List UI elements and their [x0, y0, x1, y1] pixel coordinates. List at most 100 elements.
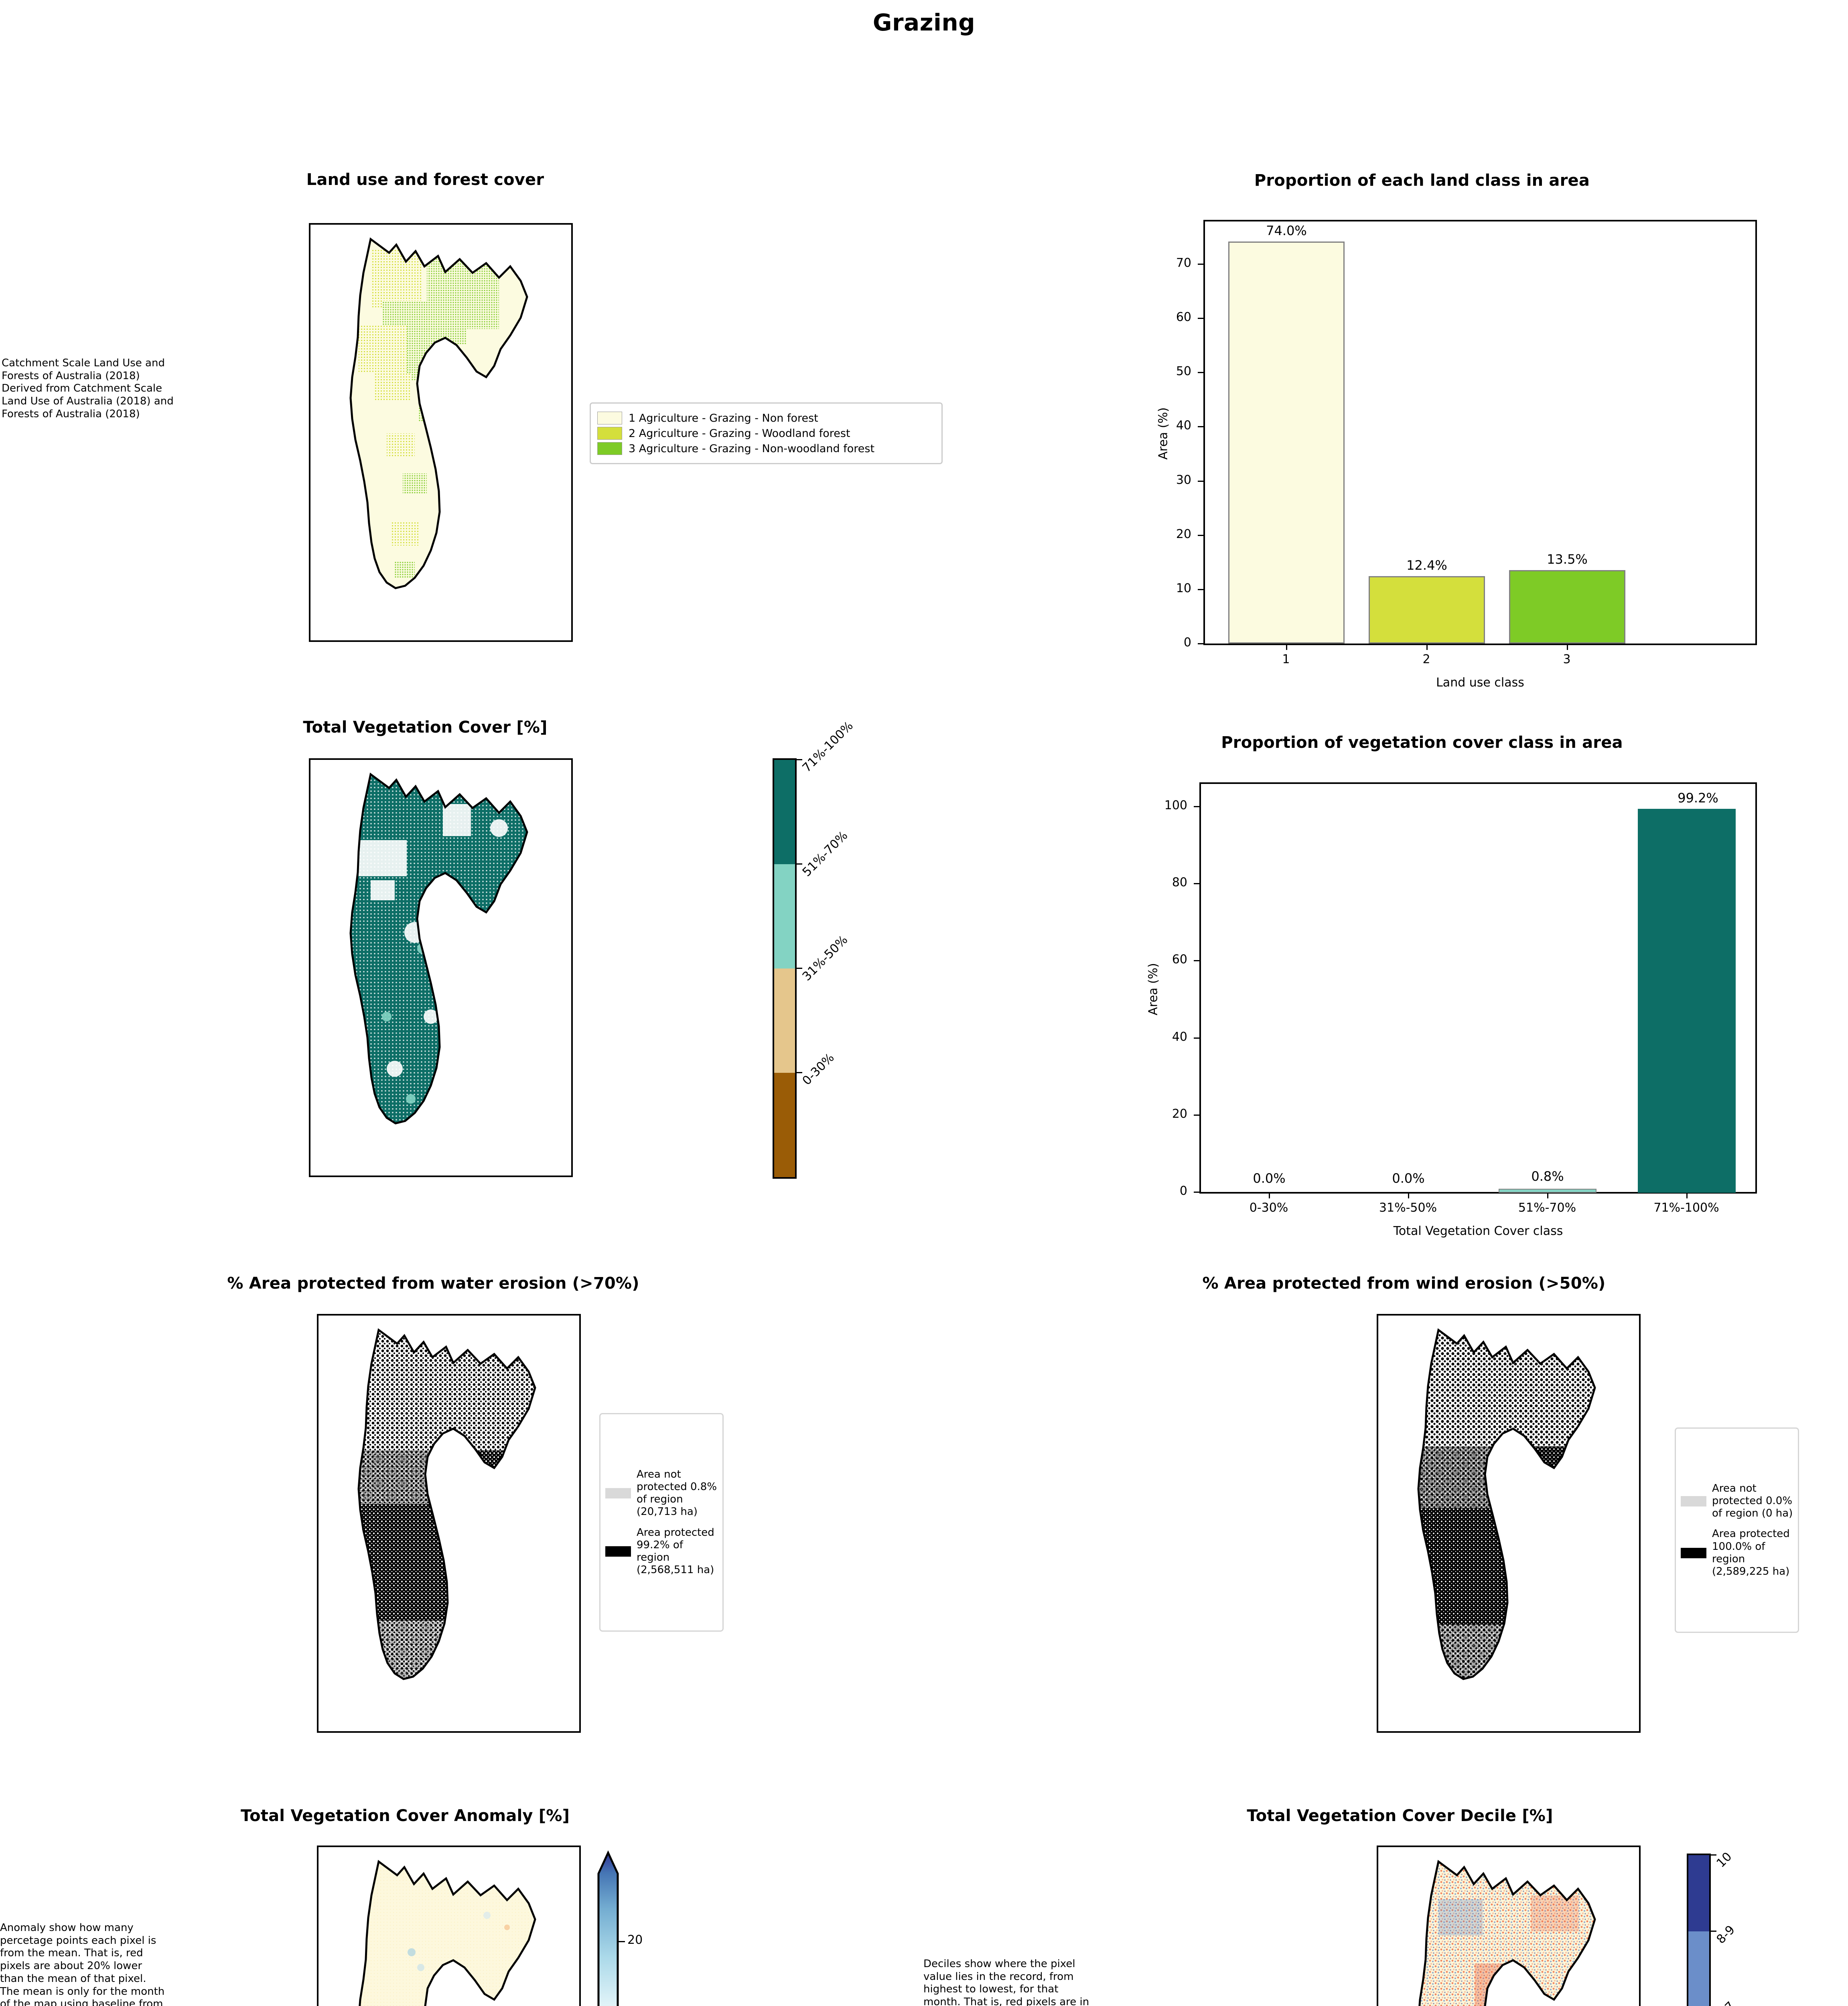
legend-swatch-not-protected	[1681, 1496, 1706, 1507]
legend-item: Area not protected 0.0% of region (0 ha)	[1681, 1482, 1793, 1520]
veg-cover-map-title: Total Vegetation Cover [%]	[303, 718, 548, 737]
y-tick-mark	[1198, 426, 1203, 427]
y-axis-spine	[1199, 782, 1201, 1194]
plot-top-spine	[1199, 782, 1757, 784]
legend-swatch-protected	[605, 1546, 631, 1557]
y-tick-mark	[1194, 1115, 1199, 1116]
land-class-bar-chart: 0 10 20 30 40 50 60 70 74.0% 12.4% 13.5%…	[1156, 220, 1757, 690]
colorbar-segment-10	[1688, 1855, 1709, 1931]
y-tick-label: 30	[1176, 473, 1191, 487]
colorbar-tick	[1709, 1854, 1716, 1856]
x-axis-label: Total Vegetation Cover class	[1393, 1224, 1563, 1238]
colorbar-tick	[795, 1072, 802, 1073]
decile-map-svg	[1418, 1860, 1596, 2006]
land-class-chart-title: Proportion of each land class in area	[1254, 171, 1590, 190]
x-tick-label: 2	[1422, 652, 1430, 666]
decile-map	[1377, 1846, 1641, 2006]
x-tick-mark	[1286, 644, 1287, 650]
legend-label-protected: Area protected 100.0% of region (2,589,2…	[1712, 1528, 1790, 1578]
bar-land-class-2	[1369, 576, 1485, 644]
x-tick-mark	[1686, 1193, 1688, 1198]
decile-colorbar	[1687, 1854, 1711, 2006]
anomaly-colorbar-svg	[597, 1850, 619, 2006]
legend-swatch-class-1	[597, 412, 622, 424]
y-tick-label: 20	[1172, 1107, 1187, 1121]
land-use-map	[309, 223, 573, 642]
x-axis-spine	[1199, 1192, 1757, 1194]
legend-label-protected: Area protected 99.2% of region (2,568,51…	[637, 1526, 714, 1576]
colorbar-segment-0-30	[774, 1073, 795, 1177]
y-tick-label: 50	[1176, 364, 1191, 378]
x-tick-mark	[1269, 1193, 1270, 1198]
x-tick-mark	[1408, 1193, 1409, 1198]
legend-label-class-1: 1 Agriculture - Grazing - Non forest	[629, 412, 818, 424]
y-axis-label: Area (%)	[1146, 963, 1160, 1015]
y-tick-mark	[1198, 589, 1203, 590]
wind-erosion-map-title: % Area protected from wind erosion (>50%…	[1202, 1274, 1606, 1293]
decile-colorbar-label-8-9: 8-9	[1714, 1923, 1738, 1947]
decile-map-title: Total Vegetation Cover Decile [%]	[1247, 1807, 1553, 1825]
y-tick-mark	[1198, 372, 1203, 373]
legend-item: Area protected 99.2% of region (2,568,51…	[605, 1527, 718, 1577]
y-tick-mark	[1198, 535, 1203, 536]
legend-label-class-2: 2 Agriculture - Grazing - Woodland fores…	[629, 427, 850, 440]
legend-swatch-class-3	[597, 442, 622, 455]
anomaly-map-title: Total Vegetation Cover Anomaly [%]	[240, 1807, 570, 1825]
y-tick-mark	[1194, 1038, 1199, 1039]
water-erosion-map	[317, 1314, 581, 1733]
colorbar-segment-51-70	[774, 864, 795, 968]
plot-right-spine	[1755, 782, 1757, 1194]
y-tick-mark	[1194, 883, 1199, 884]
y-axis-label: Area (%)	[1156, 407, 1170, 460]
y-tick-label: 40	[1172, 1030, 1187, 1044]
plot-top-spine	[1203, 220, 1757, 221]
y-tick-label: 40	[1176, 418, 1191, 432]
bar-value-veg-51-70: 0.8%	[1531, 1169, 1564, 1184]
water-erosion-map-svg	[357, 1328, 536, 1680]
y-tick-label: 20	[1176, 527, 1191, 541]
water-erosion-map-title: % Area protected from water erosion (>70…	[227, 1274, 639, 1293]
y-tick-mark	[1194, 960, 1199, 961]
y-tick-label: 70	[1176, 256, 1191, 270]
y-tick-label: 100	[1164, 798, 1187, 812]
y-tick-label: 0	[1179, 1184, 1187, 1198]
x-tick-mark	[1567, 644, 1568, 650]
decile-colorbar-label-10: 10	[1714, 1850, 1735, 1870]
colorbar-tick	[795, 759, 802, 760]
bar-value-land-class-2: 12.4%	[1406, 558, 1447, 573]
land-use-map-svg	[349, 237, 528, 589]
anomaly-map-svg	[359, 1860, 536, 2006]
veg-cover-map-svg	[349, 772, 528, 1125]
colorbar-tick	[1709, 1931, 1716, 1932]
bar-veg-51-70	[1499, 1189, 1596, 1193]
bar-value-land-class-1: 74.0%	[1266, 223, 1307, 238]
y-tick-mark	[1194, 806, 1199, 807]
page-title: Grazing	[872, 9, 976, 36]
y-tick-mark	[1198, 264, 1203, 265]
x-tick-mark	[1426, 644, 1428, 650]
bar-veg-71-100	[1638, 809, 1736, 1193]
colorbar-label-0-30: 0-30%	[799, 1050, 837, 1088]
plot-right-spine	[1755, 220, 1757, 645]
colorbar-label-31-50: 31%-50%	[799, 933, 851, 984]
wind-erosion-map	[1377, 1314, 1641, 1733]
legend-label-not-protected: Area not protected 0.0% of region (0 ha)	[1712, 1482, 1793, 1520]
x-axis-label: Land use class	[1436, 676, 1524, 690]
veg-class-chart-title: Proportion of vegetation cover class in …	[1221, 733, 1623, 752]
colorbar-tick	[795, 968, 802, 969]
legend-item: Area not protected 0.8% of region (20,71…	[605, 1468, 718, 1519]
x-tick-label: 0-30%	[1249, 1201, 1288, 1215]
legend-item: 2 Agriculture - Grazing - Woodland fores…	[597, 427, 935, 440]
y-axis-spine	[1203, 220, 1205, 645]
y-tick-label: 80	[1172, 875, 1187, 889]
decile-note: Deciles show where the pixel value lies …	[923, 1958, 1089, 2006]
x-tick-label: 3	[1563, 652, 1571, 666]
land-use-source-note: Catchment Scale Land Use and Forests of …	[2, 357, 174, 420]
x-tick-label: 71%-100%	[1653, 1201, 1719, 1215]
colorbar-segment-71-100	[774, 760, 795, 864]
colorbar-label-71-100: 71%-100%	[799, 719, 856, 775]
legend-label-class-3: 3 Agriculture - Grazing - Non-woodland f…	[629, 442, 875, 455]
legend-swatch-class-2	[597, 427, 622, 440]
decile-colorbar-label-4-7: 4-7	[1714, 1999, 1738, 2006]
legend-label-not-protected: Area not protected 0.8% of region (20,71…	[637, 1468, 717, 1518]
